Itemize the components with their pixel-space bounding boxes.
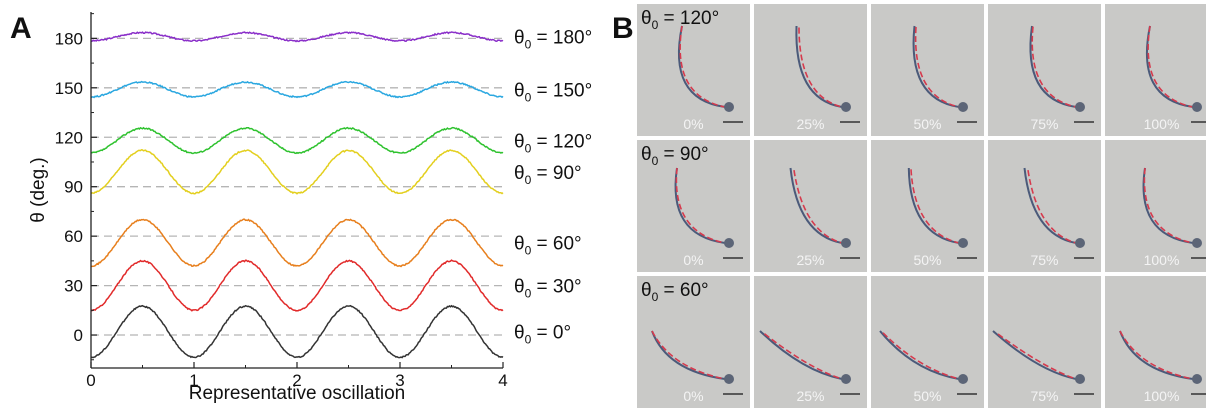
x-axis-label: Representative oscillation (189, 383, 406, 404)
filament-illustration (674, 167, 743, 259)
row-label: θ0 = 60° (641, 280, 709, 304)
y-tick-label: 120 (55, 128, 83, 147)
phase-label: 25% (796, 388, 825, 404)
micrograph-cell: 100% (1105, 4, 1206, 136)
micrograph-cell: 100% (1105, 276, 1206, 408)
x-tick-label: 3 (395, 371, 404, 390)
phase-label: 25% (796, 252, 825, 268)
filament-illustration (1145, 25, 1206, 123)
filament-illustration (992, 330, 1094, 395)
y-tick-label: 60 (64, 227, 83, 246)
row-label: θ0 = 120° (641, 8, 720, 32)
series-line (91, 126, 504, 155)
phase-label: 50% (913, 388, 942, 404)
micrograph-cell: 50% (871, 276, 984, 408)
micrograph-cell: 75% (988, 276, 1101, 408)
filament-illustration (1119, 330, 1206, 395)
series-line (90, 304, 504, 359)
x-tick-label: 0 (86, 371, 95, 390)
series-label: θ0 = 180° (514, 28, 592, 52)
filament-illustration (907, 167, 977, 259)
y-tick-label: 30 (64, 277, 83, 296)
panel-a: A θ0 = 180° θ0 = 150° θ0 = 120° θ0 = 90° θ0 … (10, 12, 592, 404)
angle-oscillation-chart: θ0 = 180° θ0 = 150° θ0 = 120° θ0 = 90° θ0 = … (28, 12, 592, 404)
phase-label: 0% (683, 252, 704, 268)
x-tick-label: 2 (292, 371, 301, 390)
series-line (90, 31, 504, 43)
series-label: θ0 = 150° (514, 80, 592, 104)
micrograph-cell: 50% (871, 140, 984, 272)
micrograph-cell: 0% θ0 = 60° (637, 276, 750, 408)
y-axis-label: θ (deg.) (28, 157, 49, 222)
panel-b-letter: B (612, 12, 634, 45)
panel-b: B 0% θ0 = 120° 25% 50% 75% 100% 0% θ0 = 90° 25% 5… (610, 0, 1206, 408)
series-label: θ0 = 120° (514, 132, 592, 156)
series-line (90, 149, 504, 195)
series-label: θ0 = 90° (514, 163, 582, 187)
phase-label: 50% (913, 116, 942, 132)
phase-label: 75% (1030, 116, 1059, 132)
phase-label: 75% (1030, 252, 1059, 268)
series-line (90, 259, 504, 312)
phase-label: 100% (1143, 252, 1180, 268)
phase-label: 75% (1030, 388, 1059, 404)
phase-label: 50% (913, 252, 942, 268)
y-tick-label: 0 (74, 326, 83, 345)
filament-illustration (759, 330, 860, 395)
y-tick-label: 180 (55, 29, 83, 48)
micrograph-cell: 25% (754, 4, 867, 136)
series-label: θ0 = 30° (514, 277, 582, 301)
phase-label: 100% (1143, 116, 1180, 132)
micrograph-cell: 100% (1105, 140, 1206, 272)
y-tick-label: 90 (64, 178, 83, 197)
row-label: θ0 = 90° (641, 144, 709, 168)
series-label: θ0 = 60° (514, 234, 582, 258)
x-tick-label: 4 (498, 371, 507, 390)
micrograph-cell: 50% (871, 4, 984, 136)
filament-illustration (677, 25, 743, 123)
filament-illustration (1029, 25, 1094, 123)
filament-illustration (1142, 167, 1206, 259)
phase-label: 25% (796, 116, 825, 132)
filament-illustration (879, 330, 977, 395)
series-label: θ0 = 0° (514, 323, 571, 347)
series-line (90, 80, 504, 99)
filament-illustration (1023, 167, 1094, 259)
filament-illustration (651, 330, 743, 395)
series-line (91, 218, 504, 268)
filament-illustration (912, 25, 977, 123)
micrograph-cell: 0% θ0 = 90° (637, 140, 750, 272)
phase-label: 0% (683, 116, 704, 132)
y-tick-label: 150 (55, 79, 83, 98)
phase-label: 0% (683, 388, 704, 404)
x-tick-label: 1 (189, 371, 198, 390)
filament-illustration (795, 25, 860, 123)
filament-illustration (789, 167, 860, 259)
micrograph-cell: 25% (754, 276, 867, 408)
micrograph-cell: 25% (754, 140, 867, 272)
micrograph-cell: 0% θ0 = 120° (637, 4, 750, 136)
micrograph-cell: 75% (988, 140, 1101, 272)
micrograph-cell: 75% (988, 4, 1101, 136)
phase-label: 100% (1143, 388, 1180, 404)
panel-a-letter: A (10, 12, 32, 45)
